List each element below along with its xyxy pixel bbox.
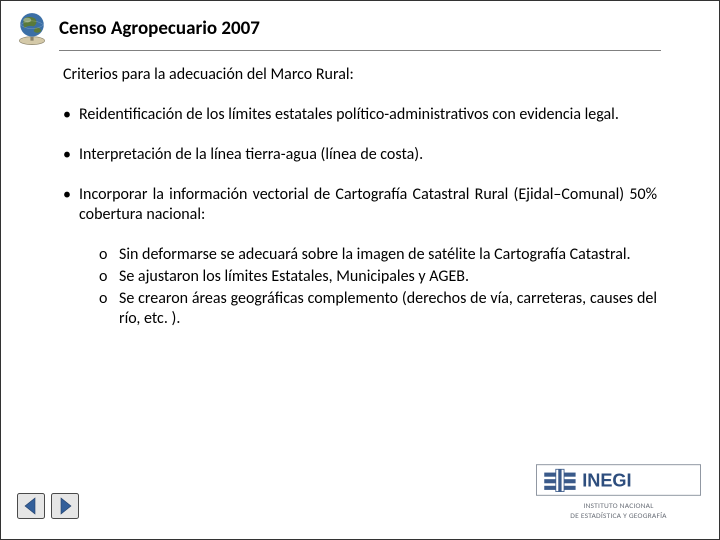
sub-list: Sin deformarse se adecuará sobre la imag… bbox=[79, 245, 657, 329]
globe-icon bbox=[13, 9, 51, 47]
bullet-item: Incorporar la información vectorial de C… bbox=[63, 185, 657, 329]
sub-item: Se ajustaron los límites Estatales, Muni… bbox=[99, 267, 657, 287]
bullet-list: Reidentificación de los límites estatale… bbox=[63, 105, 657, 329]
bullet-item: Reidentificación de los límites estatale… bbox=[63, 105, 657, 125]
next-button[interactable] bbox=[51, 493, 79, 519]
nav-buttons bbox=[17, 493, 79, 519]
sub-item: Se crearon áreas geográficas complemento… bbox=[99, 289, 657, 329]
slide-body: Criterios para la adecuación del Marco R… bbox=[1, 51, 719, 329]
inegi-sub2: DE ESTADÍSTICA Y GEOGRAFÍA bbox=[536, 513, 701, 521]
inegi-logo-box: INEGI INSTITUTO NACIONAL DE ESTADÍSTICA … bbox=[536, 464, 701, 522]
bullet-text: Interpretación de la línea tierra-agua (… bbox=[79, 145, 423, 164]
prev-button[interactable] bbox=[17, 493, 45, 519]
sub-item: Sin deformarse se adecuará sobre la imag… bbox=[99, 245, 657, 265]
svg-text:INEGI: INEGI bbox=[582, 470, 631, 490]
page-title: Censo Agropecuario 2007 bbox=[59, 17, 260, 40]
bullet-text: Reidentificación de los límites estatale… bbox=[79, 105, 619, 124]
slide-header: Censo Agropecuario 2007 bbox=[1, 1, 719, 47]
bullet-item: Interpretación de la línea tierra-agua (… bbox=[63, 145, 657, 165]
bullet-text: Incorporar la información vectorial de C… bbox=[79, 185, 657, 224]
intro-text: Criterios para la adecuación del Marco R… bbox=[63, 65, 657, 85]
inegi-sub1: INSTITUTO NACIONAL bbox=[536, 503, 701, 511]
inegi-logo-icon: INEGI bbox=[536, 464, 701, 496]
